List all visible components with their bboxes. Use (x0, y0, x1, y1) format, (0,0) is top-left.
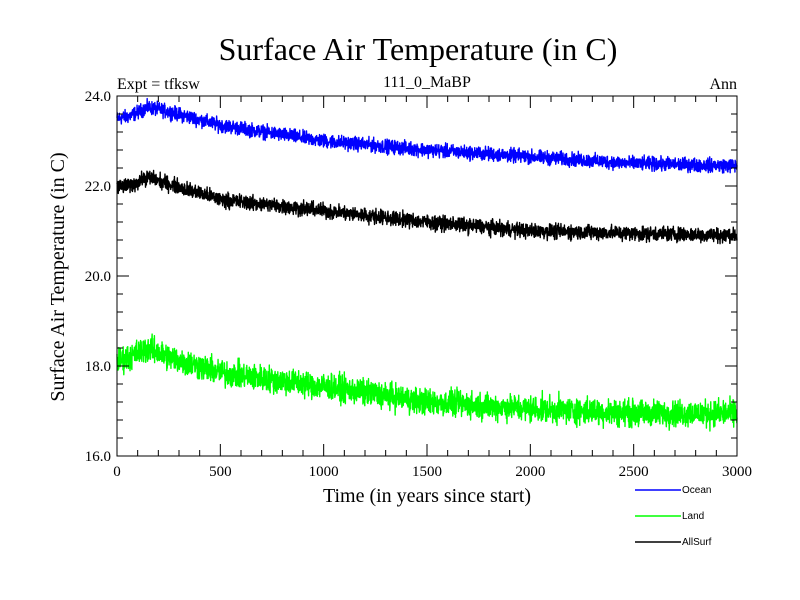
y-tick-label: 24.0 (85, 89, 111, 105)
y-tick-label: 22.0 (85, 179, 111, 195)
x-tick-label: 1000 (309, 464, 339, 480)
chart-title: Surface Air Temperature (in C) (219, 31, 618, 67)
y-tick-label: 18.0 (85, 359, 111, 375)
series-line-ocean (116, 97, 738, 174)
x-tick-label: 3000 (722, 464, 752, 480)
period-label: 111_0_MaBP (383, 74, 471, 91)
x-tick-label: 2500 (619, 464, 649, 480)
series-line-land (116, 333, 738, 432)
series-layer (116, 97, 738, 432)
x-tick-label: 500 (209, 464, 232, 480)
legend-label-land: Land (682, 511, 704, 522)
legend: Ocean Land AllSurf (635, 485, 712, 548)
experiment-label: Expt = tfksw (117, 76, 200, 93)
season-label: Ann (709, 76, 737, 93)
legend-label-ocean: Ocean (682, 485, 711, 496)
series-line-allsurf (116, 169, 738, 245)
y-tick-label: 20.0 (85, 269, 111, 285)
axes-layer: 0 500 1000 1500 2000 2500 3000 16.0 18.0 20.0 22.0… (85, 89, 752, 480)
y-tick-label: 16.0 (85, 449, 111, 465)
x-tick-label: 1500 (412, 464, 442, 480)
legend-label-allsurf: AllSurf (682, 537, 712, 548)
x-tick-label: 2000 (515, 464, 545, 480)
x-tick-label: 0 (113, 464, 121, 480)
x-axis-label: Time (in years since start) (323, 485, 531, 507)
y-axis-label: Surface Air Temperature (in C) (47, 152, 69, 401)
